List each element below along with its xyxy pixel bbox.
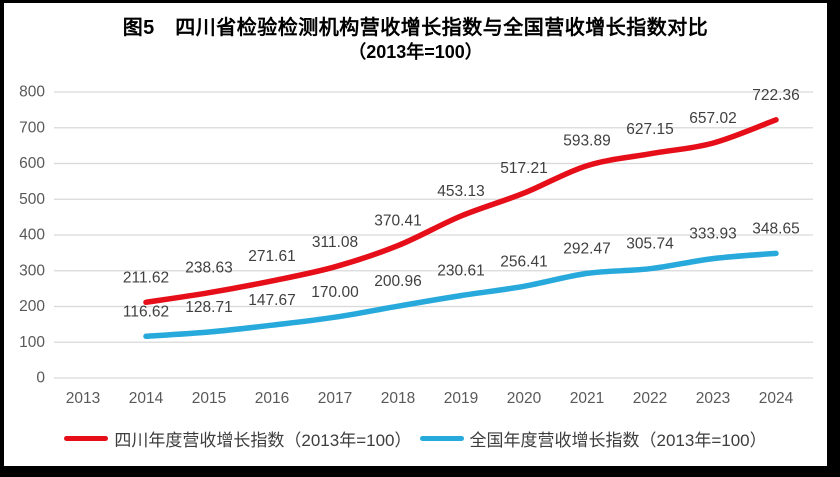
chart-title-line1: 图5 四川省检验检测机构营收增长指数与全国营收增长指数对比 bbox=[122, 17, 709, 39]
legend-label-sichuan: 四川年度营收增长指数（2013年=100） bbox=[114, 430, 412, 450]
x-tick-label: 2023 bbox=[696, 390, 730, 407]
y-tick-label: 700 bbox=[19, 119, 45, 136]
data-label: 128.71 bbox=[185, 299, 232, 316]
data-label: 370.41 bbox=[374, 213, 421, 230]
data-label: 305.74 bbox=[626, 236, 674, 253]
y-tick-label: 300 bbox=[19, 262, 45, 279]
y-tick-label: 800 bbox=[19, 84, 45, 101]
legend-item-national: 全国年度营收增长指数（2013年=100） bbox=[419, 426, 767, 451]
x-tick-label: 2020 bbox=[507, 390, 542, 407]
data-label: 200.96 bbox=[374, 273, 421, 290]
y-tick-label: 600 bbox=[19, 155, 45, 172]
x-tick-label: 2013 bbox=[66, 390, 100, 407]
legend: 四川年度营收增长指数（2013年=100） 全国年度营收增长指数（2013年=10… bbox=[4, 426, 827, 451]
data-label: 211.62 bbox=[123, 269, 169, 286]
series-line-0 bbox=[143, 117, 779, 306]
data-label: 348.65 bbox=[752, 220, 799, 237]
legend-label-national: 全国年度营收增长指数（2013年=100） bbox=[469, 430, 767, 450]
chart-title: 图5 四川省检验检测机构营收增长指数与全国营收增长指数对比 （2013年=100… bbox=[4, 15, 827, 64]
chart-title-line2: （2013年=100） bbox=[348, 42, 483, 62]
x-tick-label: 2022 bbox=[633, 390, 667, 407]
data-label: 453.13 bbox=[437, 183, 484, 200]
data-label: 722.36 bbox=[752, 87, 799, 104]
x-tick-label: 2019 bbox=[444, 390, 478, 407]
data-label: 333.93 bbox=[689, 226, 736, 243]
y-tick-label: 500 bbox=[19, 191, 45, 208]
data-label: 593.89 bbox=[563, 133, 610, 150]
legend-line-swatch-sichuan bbox=[64, 435, 109, 441]
data-label: 116.62 bbox=[123, 303, 169, 320]
x-tick-label: 2017 bbox=[318, 390, 352, 407]
data-label: 147.67 bbox=[248, 292, 295, 309]
y-tick-label: 400 bbox=[19, 227, 45, 244]
data-label: 311.08 bbox=[312, 234, 358, 251]
x-tick-label: 2024 bbox=[759, 390, 794, 407]
data-label: 292.47 bbox=[563, 240, 610, 257]
data-label: 627.15 bbox=[626, 121, 673, 138]
data-label: 238.63 bbox=[185, 260, 232, 277]
x-tick-label: 2018 bbox=[381, 390, 415, 407]
x-tick-label: 2021 bbox=[570, 390, 604, 407]
x-tick-label: 2015 bbox=[192, 390, 226, 407]
x-tick-label: 2014 bbox=[129, 390, 164, 407]
data-label: 256.41 bbox=[500, 253, 547, 270]
y-tick-label: 200 bbox=[19, 298, 45, 315]
data-label: 271.61 bbox=[248, 248, 295, 265]
data-label: 170.00 bbox=[311, 284, 359, 301]
y-tick-label: 100 bbox=[19, 334, 45, 351]
data-label: 230.61 bbox=[437, 263, 484, 280]
x-tick-label: 2016 bbox=[255, 390, 289, 407]
data-label: 517.21 bbox=[500, 160, 547, 177]
y-tick-label: 0 bbox=[36, 370, 45, 387]
series-line-1 bbox=[143, 250, 779, 340]
data-label: 657.02 bbox=[689, 110, 736, 127]
legend-item-sichuan: 四川年度营收增长指数（2013年=100） bbox=[64, 426, 412, 451]
legend-line-swatch-national bbox=[419, 435, 464, 441]
